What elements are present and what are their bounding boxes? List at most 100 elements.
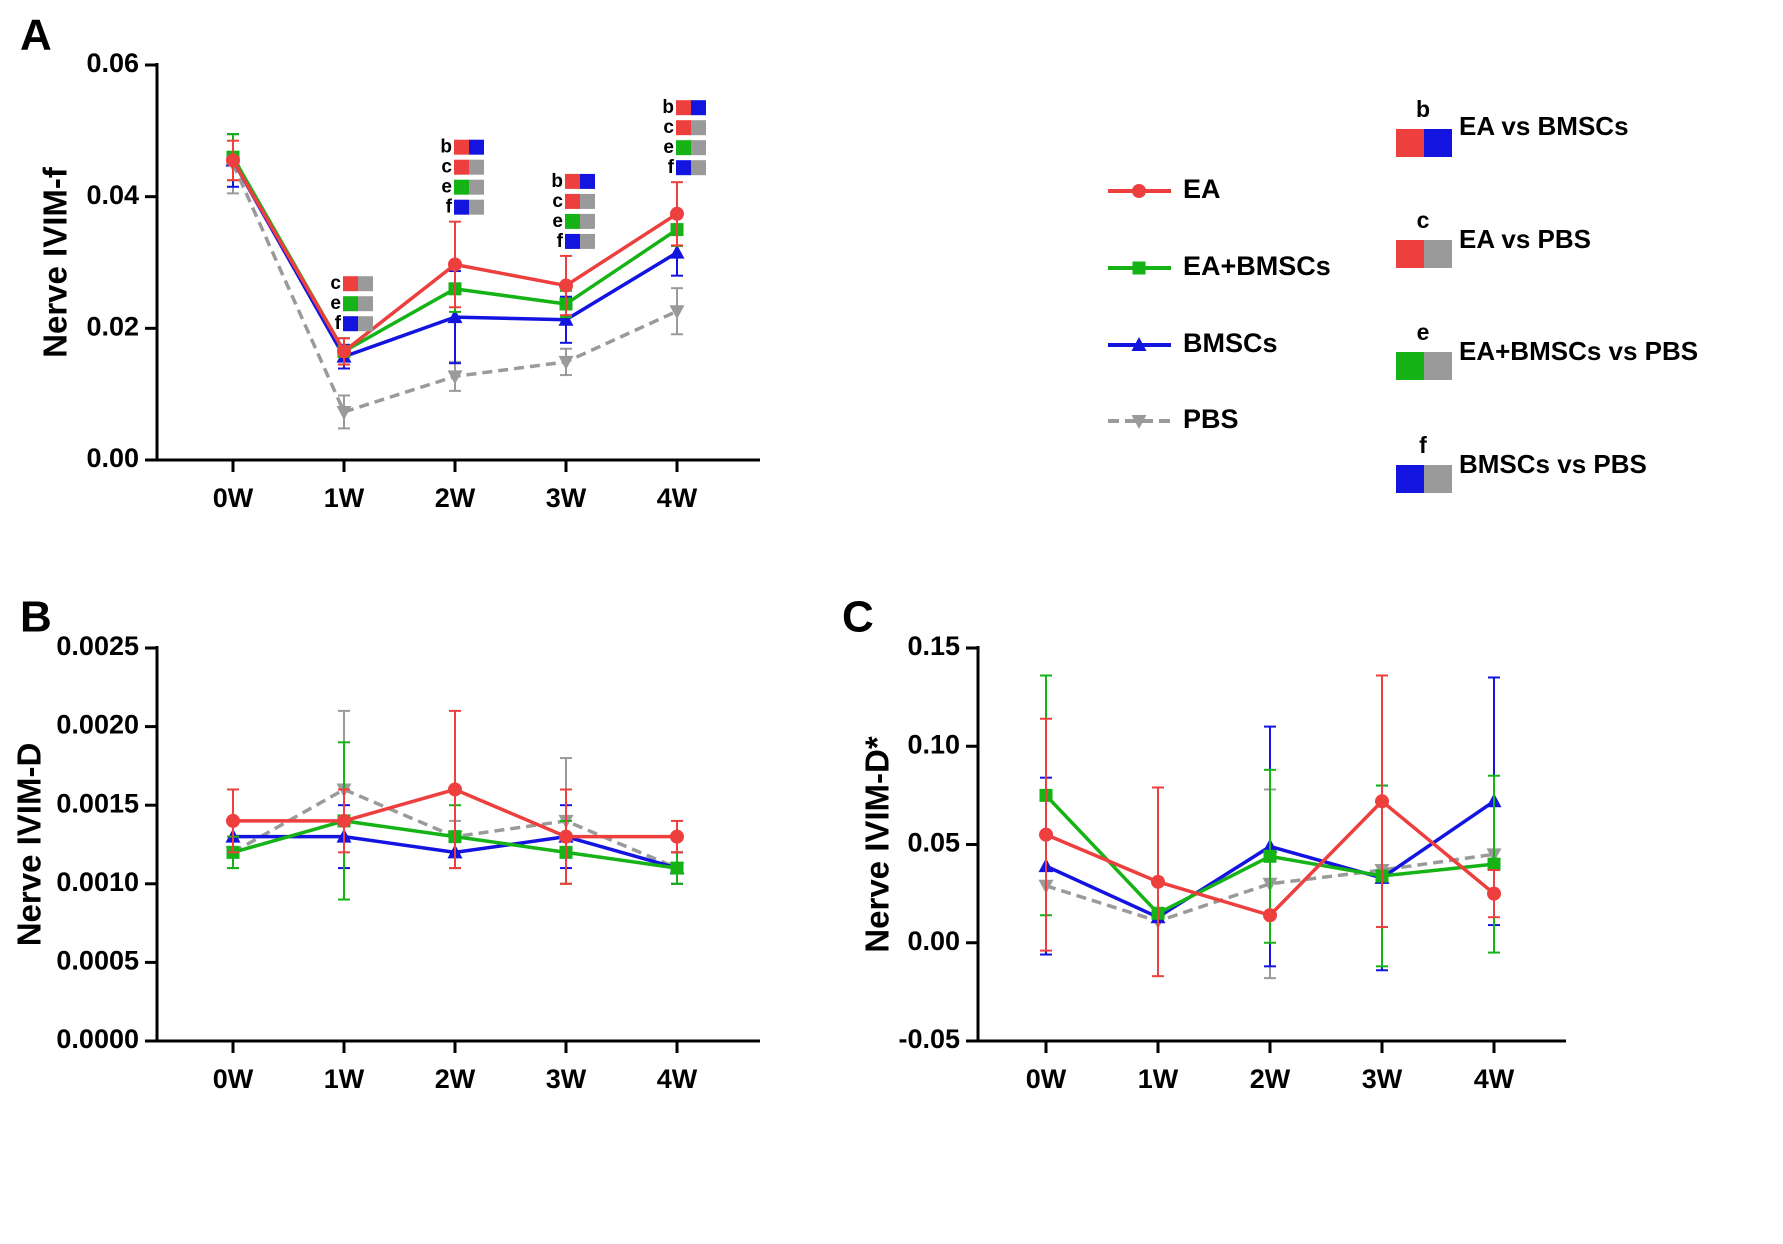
comparison-square-right — [1424, 352, 1452, 380]
key-label: EA vs BMSCs — [1459, 111, 1629, 141]
x-tick-label: 2W — [435, 483, 476, 513]
comparison-square-right — [358, 276, 373, 292]
data-point — [1263, 908, 1277, 923]
data-point — [1487, 857, 1501, 871]
legend-label: PBS — [1183, 404, 1239, 434]
legend-swatch-marker — [1131, 337, 1147, 351]
significance-letter: e — [330, 293, 341, 314]
y-tick-label: 0.0010 — [56, 867, 139, 897]
legend-swatch-marker — [1132, 184, 1146, 198]
y-axis-title: Nerve IVIM-D* — [859, 736, 896, 953]
y-tick-label: 0.0015 — [56, 788, 139, 818]
y-tick-label: 0.05 — [907, 828, 960, 858]
comparison-square-left — [565, 213, 580, 229]
key-marker — [1396, 240, 1452, 268]
significance-marker — [454, 159, 484, 175]
data-point — [448, 782, 462, 797]
key-marker — [1396, 352, 1452, 380]
data-point — [558, 311, 574, 326]
panel-c: C -0.05 0.00 0.05 0.10 0.15 0W 1W 2W 3W 4W Nerve IV… — [842, 593, 1566, 1094]
comparison-square-right — [358, 296, 373, 312]
legend-label: EA+BMSCs — [1183, 251, 1331, 281]
comparison-square-left — [1396, 352, 1424, 380]
comparison-square-left — [1396, 129, 1424, 157]
comparison-square-left — [454, 179, 469, 195]
significance-marker — [676, 120, 706, 136]
data-point — [669, 244, 685, 259]
y-tick-label: 0.0025 — [56, 631, 139, 661]
panel-letter: B — [20, 593, 52, 642]
data-point — [1151, 874, 1165, 889]
data-point — [447, 370, 463, 385]
y-tick-label: 0.15 — [907, 631, 960, 661]
comparison-square-left — [343, 276, 358, 292]
significance-marker — [565, 233, 595, 249]
y-tick-label: 0.02 — [86, 311, 139, 341]
comparison-square-right — [1424, 465, 1452, 493]
series-legend: EA EA+BMSCs BMSCs PBS — [1108, 174, 1331, 434]
series-line — [1045, 852, 1495, 923]
panel-letter: C — [842, 593, 874, 642]
legend-item-ea: EA — [1108, 174, 1221, 204]
comparison-square-right — [469, 159, 484, 175]
x-tick-label: 3W — [546, 483, 587, 513]
significance-marker — [565, 193, 595, 209]
x-tick-label: 0W — [213, 483, 254, 513]
data-point — [1487, 886, 1501, 901]
significance-letter: e — [663, 137, 674, 158]
series-ea-plus-bmscs — [1039, 674, 1501, 968]
series-ea — [226, 139, 684, 366]
comparison-square-left — [343, 316, 358, 332]
data-point — [336, 405, 352, 420]
y-axis-title: Nerve IVIM-D — [11, 743, 48, 947]
y-tick-label: -0.05 — [898, 1024, 960, 1054]
key-letter: e — [1417, 319, 1430, 345]
key-marker — [1396, 465, 1452, 493]
comparison-square-left — [565, 173, 580, 189]
comparison-square-left — [1396, 465, 1424, 493]
data-point — [226, 153, 240, 168]
comparison-square-left — [1396, 240, 1424, 268]
data-point — [670, 206, 684, 221]
y-tick-label: 0.04 — [86, 180, 139, 210]
series-ea — [226, 709, 684, 885]
significance-marker — [676, 100, 706, 116]
y-tick-label: 0.00 — [86, 443, 139, 473]
comparison-square-right — [469, 139, 484, 155]
comparison-square-right — [580, 213, 595, 229]
legend-swatch-marker — [1132, 261, 1146, 275]
key-label: EA+BMSCs vs PBS — [1459, 336, 1698, 366]
comparison-square-left — [565, 193, 580, 209]
panel-a: A 0.00 0.02 0.04 0.06 0W 1W 2W 3W 4W Nerve IVIM-f c… — [20, 11, 760, 513]
significance-marker — [343, 276, 373, 292]
comparison-square-right — [358, 316, 373, 332]
y-tick-label: 0.0020 — [56, 710, 139, 740]
x-tick-label: 1W — [324, 483, 365, 513]
comparison-square-right — [469, 179, 484, 195]
x-tick-label: 1W — [324, 1064, 365, 1094]
significance-letter: b — [440, 137, 452, 158]
significance-letter: e — [441, 177, 452, 198]
key-item-ea-vs-pbs: c EA vs PBS — [1396, 207, 1591, 268]
significance-letter: f — [668, 157, 675, 178]
data-point — [337, 813, 351, 828]
data-point — [1039, 827, 1053, 842]
significance-letter: b — [662, 97, 674, 118]
comparison-square-right — [469, 199, 484, 215]
y-tick-label: 0.00 — [907, 926, 960, 956]
significance-letter: f — [335, 313, 342, 334]
x-tick-label: 3W — [546, 1064, 587, 1094]
comparison-square-left — [676, 140, 691, 156]
key-marker — [1396, 129, 1452, 157]
comparison-square-right — [580, 173, 595, 189]
series-ea — [1039, 674, 1501, 978]
x-tick-label: 2W — [1250, 1064, 1291, 1094]
significance-letter: c — [663, 117, 674, 138]
significance-marker — [454, 139, 484, 155]
comparison-square-right — [691, 100, 706, 116]
comparison-square-right — [691, 120, 706, 136]
y-tick-label: 0.10 — [907, 729, 960, 759]
data-point — [558, 355, 574, 370]
